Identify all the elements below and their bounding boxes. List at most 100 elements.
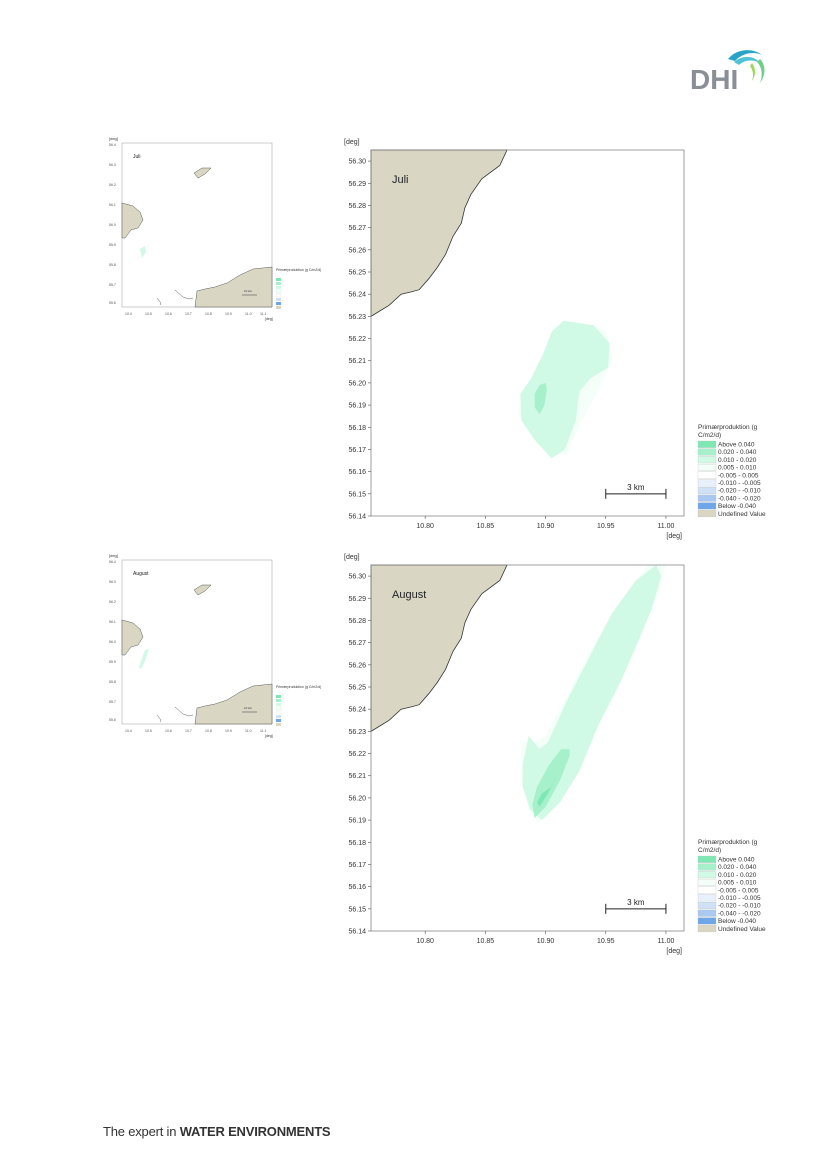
y-tick-label: 56.29 [348,596,366,603]
x-tick-label: 10.80 [416,523,434,530]
legend-swatch [697,494,717,502]
legend-label: Undefined Value [718,926,766,933]
y-tick-label: 56.18 [348,840,366,847]
legend-title: C/m2/d) [698,432,721,439]
legend-label: -0.020 - -0.010 [718,903,761,910]
legend-label: 0.010 - 0.020 [718,872,757,879]
x-tick-label: 10.95 [597,523,615,530]
y-tick-label: 56.25 [348,685,366,692]
svg-text:10.8: 10.8 [205,312,212,316]
svg-text:10.6: 10.6 [165,312,172,316]
legend-label: -0.040 - -0.020 [718,910,761,917]
legend-title: Primærproduktion (g [698,424,758,431]
legend-label: -0.010 - -0.005 [718,480,761,487]
y-tick-label: 56.17 [348,862,366,869]
legend-title: C/m2/d) [698,847,721,854]
land-area [370,564,508,733]
svg-text:56.4: 56.4 [109,143,116,147]
logo-text: DHI [690,64,738,95]
overview-y-ticks: 56.4 56.3 56.2 56.1 56.0 55.9 55.8 55.7 … [109,560,116,722]
y-tick-label: 56.19 [348,818,366,825]
scale-bar-label: 3 km [627,483,645,492]
y-tick-label: 56.15 [348,906,366,913]
chart-august: [deg] 56.30 56.29 56.28 56.27 56.26 56.25 56.24… [344,554,766,955]
legend-swatch [697,440,717,448]
legend-swatch [697,863,717,871]
y-tick-label: 56.24 [348,707,366,714]
svg-text:Primærproduktion (g C/m2/d): Primærproduktion (g C/m2/d) [276,685,321,689]
overview-map-juli: [deg] 56.4 56.3 56.2 56.1 56.0 55.9 55.8… [105,128,325,328]
legend-swatch [697,448,717,456]
overview-august-svg: [deg] 56.4 56.3 56.2 56.1 56.0 55.9 55.8… [109,553,321,738]
y-tick-label: 56.16 [348,884,366,891]
y-tick-label: 56.15 [348,491,366,498]
legend-label: Undefined Value [718,511,766,518]
svg-text:55.6: 55.6 [109,718,116,722]
legend-swatch [697,510,717,518]
legend-swatch [697,894,717,902]
svg-text:10.7: 10.7 [185,729,192,733]
svg-text:56.2: 56.2 [109,600,116,604]
svg-text:55.7: 55.7 [109,283,116,287]
svg-text:56.0: 56.0 [109,640,116,644]
svg-text:55.7: 55.7 [109,700,116,704]
y-tick-label: 56.18 [348,425,366,432]
legend-swatch [697,487,717,494]
y-tick-label: 56.14 [348,514,366,521]
svg-text:55.8: 55.8 [109,263,116,267]
svg-text:[deg]: [deg] [265,734,273,738]
svg-text:56.3: 56.3 [109,163,116,167]
y-tick-label: 56.26 [348,662,366,669]
y-axis-unit: [deg] [344,554,360,561]
legend-label: 0.010 - 0.020 [718,457,757,464]
footer-tagline: The expert in WATER ENVIRONMENTS [103,1124,331,1139]
svg-text:11.1: 11.1 [260,729,267,733]
svg-text:10.5: 10.5 [145,312,152,316]
svg-text:56.1: 56.1 [109,203,116,207]
y-tick-label: 56.28 [348,203,366,210]
y-tick-label: 56.28 [348,618,366,625]
x-tick-label: 10.80 [416,938,434,945]
plot-frame [370,564,685,932]
overview-x-ticks: 10.4 10.5 10.6 10.7 10.8 10.9 11.0 11.1 [125,312,267,316]
y-tick-label: 56.27 [348,640,366,647]
x-tick-label: 11.00 [657,523,674,530]
legend-label: -0.005 - 0.005 [718,472,759,479]
legend-label: -0.040 - -0.020 [718,495,761,502]
y-axis-unit: [deg] [344,139,360,146]
scale-bar-label: 3 km [627,898,645,907]
legend-swatch [697,456,717,464]
svg-text:11.0: 11.0 [245,729,252,733]
legend-label: Above 0.040 [718,442,755,449]
y-tick-label: 56.23 [348,729,366,736]
y-tick-label: 56.22 [348,751,366,758]
footer-bold: WATER ENVIRONMENTS [179,1124,331,1139]
svg-text:10.9: 10.9 [225,312,232,316]
svg-text:56.0: 56.0 [109,223,116,227]
overview-x-ticks: 10.4 10.5 10.6 10.7 10.8 10.9 11.0 11.1 [125,729,267,733]
svg-text:56.4: 56.4 [109,560,116,564]
legend-swatch [697,463,717,471]
legend-label: 0.005 - 0.010 [718,465,757,472]
map-title: August [392,589,426,601]
svg-text:55.6: 55.6 [109,301,116,305]
y-tick-label: 56.30 [348,159,366,166]
svg-text:10.5: 10.5 [145,729,152,733]
overview-title: Juli [133,154,141,160]
overview-legend: Primærproduktion (g C/m2/d) [275,268,321,309]
legend-swatch [697,909,717,917]
legend-swatch [697,902,717,909]
legend-title: Primærproduktion (g [698,839,758,846]
x-tick-label: 10.95 [597,938,615,945]
overview-title: August [133,571,149,577]
x-tick-label: 10.85 [477,523,495,530]
legend-swatch [697,855,717,863]
y-tick-label: 56.14 [348,929,366,936]
legend-swatch [697,917,717,925]
legend-swatch [697,886,717,894]
x-axis-unit: [deg] [666,948,682,955]
y-tick-label: 56.30 [348,574,366,581]
y-tick-label: 56.27 [348,225,366,232]
svg-text:56.3: 56.3 [109,580,116,584]
y-tick-label: 56.26 [348,247,366,254]
